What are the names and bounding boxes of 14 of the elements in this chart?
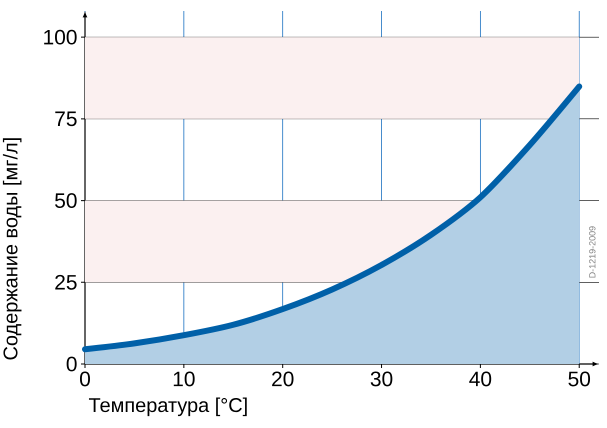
- y-axis-title: Содержание воды [мг/л]: [2, 138, 22, 360]
- y-tick-label: 25: [55, 274, 77, 290]
- x-tick-label: 40: [469, 372, 492, 386]
- y-tick-label: 100: [44, 30, 77, 45]
- x-tick-label: 0: [80, 372, 90, 386]
- annotation: D-1219-2009: [589, 226, 596, 278]
- y-tick-label: 75: [55, 112, 77, 126]
- x-tick-label: 30: [370, 372, 392, 386]
- x-tick-label: 50: [568, 372, 590, 386]
- x-tick-label: 10: [174, 372, 195, 386]
- y-tick-label: 0: [66, 356, 77, 372]
- x-tick-label: 20: [272, 372, 294, 386]
- y-tick-label: 50: [55, 193, 77, 208]
- x-axis-title: Температура [°C]: [88, 398, 247, 416]
